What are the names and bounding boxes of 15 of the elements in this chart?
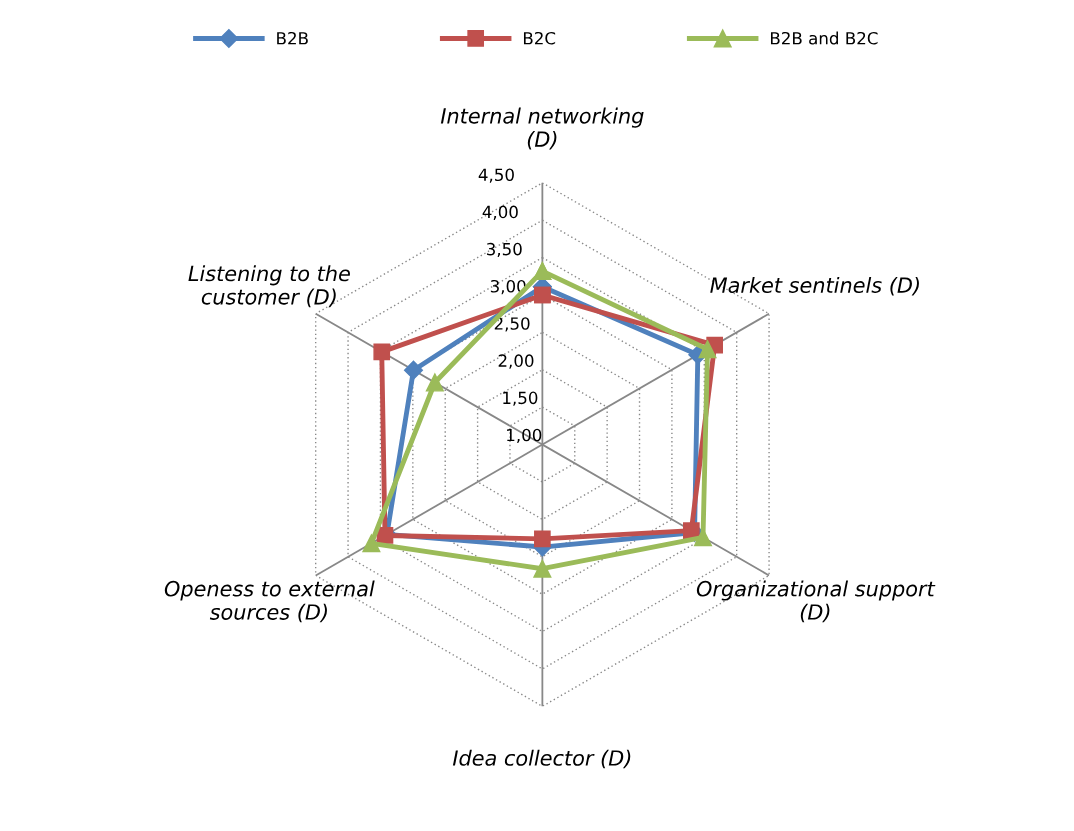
legend-label: B2B and B2C [770,31,878,45]
legend-label: B2C [523,31,556,45]
spoke-label: Listening to the customer (D) [188,265,350,308]
y-tick-label: 1,00 [507,428,542,444]
y-tick-label: 2,00 [498,354,534,369]
spoke-label: Organizational support (D) [696,580,936,623]
y-tick-label: 4,50 [478,168,514,183]
spoke-label: Idea collector (D) [452,749,631,769]
y-tick-label: 4,00 [482,205,518,220]
spoke-label: Market sentinels (D) [710,276,919,296]
legend-label: B2B [277,31,308,45]
y-tick-label: 3,50 [486,242,522,258]
spoke-label: Internal networking (D) [440,107,644,150]
y-tick-label: 1,50 [503,391,538,406]
spoke-label: Openess to external sources (D) [164,580,375,623]
